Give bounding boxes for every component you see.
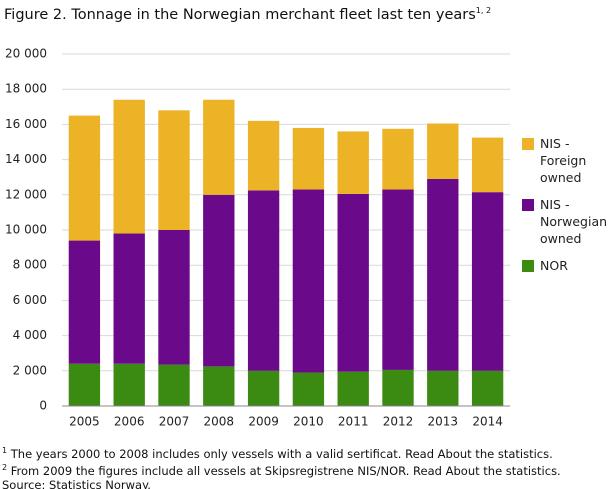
footnote-text: The years 2000 to 2008 includes only ves…: [7, 446, 553, 461]
x-tick-label: 2005: [69, 415, 100, 429]
y-tick-label: 2 000: [13, 363, 47, 377]
bar-segment: [337, 131, 369, 194]
bar-segment: [292, 372, 325, 406]
bar-segment: [68, 115, 101, 241]
title-footnote-ref: 1, 2: [475, 6, 492, 15]
bar-segment: [337, 371, 369, 406]
bar-segment: [382, 128, 414, 190]
legend: NIS - Foreign owned NIS - Norwegian owned…: [522, 135, 607, 284]
footnote: 1 The years 2000 to 2008 includes only v…: [2, 444, 561, 461]
x-tick-label: 2010: [293, 415, 324, 429]
legend-swatch: [522, 260, 534, 272]
source: Source: Statistics Norway.: [2, 477, 151, 489]
bar-segment: [427, 123, 459, 179]
y-tick-label: 18 000: [5, 82, 47, 96]
bar-segment: [471, 192, 504, 371]
chart-title: Figure 2. Tonnage in the Norwegian merch…: [4, 6, 476, 23]
y-tick-label: 10 000: [5, 223, 47, 237]
y-tick-label: 12 000: [5, 187, 47, 201]
x-tick-label: 2007: [159, 415, 190, 429]
bar-segment: [113, 233, 145, 364]
bar-segment: [203, 99, 235, 195]
y-tick-label: 16 000: [5, 117, 47, 131]
bar-segment: [113, 363, 145, 406]
chart-title-box: Figure 2. Tonnage in the Norwegian merch…: [4, 6, 491, 23]
x-tick-label: 2006: [114, 415, 145, 429]
bar-segment: [158, 364, 190, 406]
y-tick-label: 0: [39, 399, 47, 413]
legend-label: NIS - Norwegian owned: [540, 197, 608, 246]
footnote-marker: 2: [2, 462, 8, 472]
bar-segment: [382, 369, 414, 406]
footnotes: 1 The years 2000 to 2008 includes only v…: [2, 444, 561, 489]
y-tick-label: 4 000: [13, 328, 47, 342]
legend-entry: NIS - Foreign owned: [522, 135, 607, 186]
footnote-marker: 1: [2, 446, 8, 455]
bar-segment: [158, 230, 190, 365]
legend-swatch: [522, 199, 534, 211]
bar-segment: [203, 366, 235, 406]
bar-segment: [247, 120, 280, 191]
y-tick-label: 8 000: [13, 258, 47, 272]
x-tick-label: 2008: [204, 415, 235, 429]
bar-segment: [471, 137, 504, 193]
footnote-text: From 2009 the figures include all vessel…: [7, 463, 561, 478]
bar-segment: [471, 370, 504, 406]
bar-segment: [247, 190, 280, 371]
bar-segment: [247, 370, 280, 406]
y-tick-label: 14 000: [5, 152, 47, 166]
footnote: 2 From 2009 the figures include all vess…: [2, 461, 561, 478]
bar-segment: [427, 178, 459, 371]
bar-segment: [292, 189, 325, 373]
y-tick-label: 20 000: [5, 47, 47, 61]
x-tick-label: 2012: [383, 415, 414, 429]
bar-segment: [68, 240, 101, 364]
x-tick-label: 2011: [338, 415, 369, 429]
x-tick-label: 2009: [248, 415, 279, 429]
y-tick-label: 6 000: [13, 293, 47, 307]
bar-segment: [203, 194, 235, 367]
bar-segment: [68, 363, 101, 406]
legend-entry: NOR: [522, 257, 607, 274]
bar-segment: [382, 189, 414, 370]
bar-segment: [113, 99, 145, 234]
chart: 0 2 000 4 000 6 000 8 000 10 000 12 000 14 000 1…: [5, 47, 510, 429]
legend-label: NIS - Foreign owned: [540, 136, 587, 185]
x-tick-label: 2014: [472, 415, 503, 429]
bar-segment: [158, 110, 190, 230]
legend-swatch: [522, 138, 534, 150]
bar-segment: [292, 127, 325, 190]
bar-segment: [337, 193, 369, 372]
legend-label: NOR: [540, 258, 568, 273]
bar-segment: [427, 370, 459, 406]
x-tick-label: 2013: [428, 415, 459, 429]
legend-entry: NIS - Norwegian owned: [522, 196, 607, 247]
